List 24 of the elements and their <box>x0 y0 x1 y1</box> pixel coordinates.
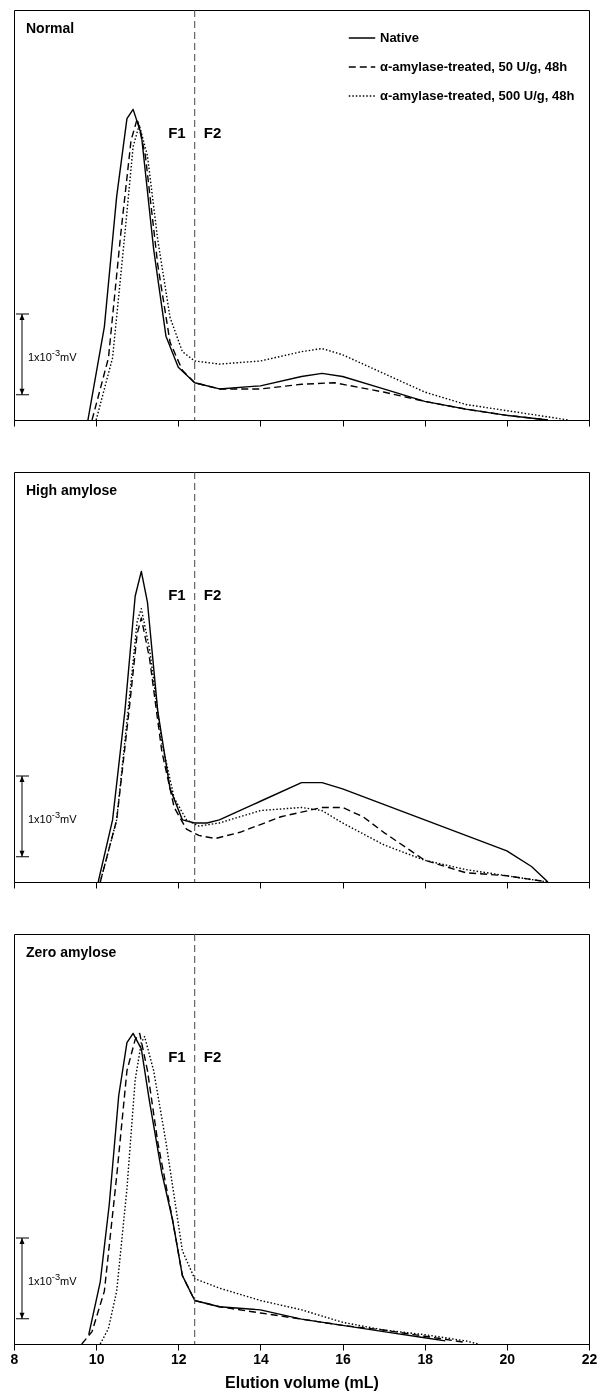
chart-title: High amylose <box>26 482 118 498</box>
annotation: F1 <box>168 1048 186 1065</box>
x-tick-label: 10 <box>88 1350 105 1367</box>
annotation: F1 <box>168 586 186 603</box>
legend-label: α-amylase-treated, 500 U/g, 48h <box>380 88 575 103</box>
chart-title: Normal <box>26 20 75 36</box>
annotation: 1x10$^{-3}$mV <box>28 1271 77 1287</box>
x-tick-label: 16 <box>335 1350 352 1367</box>
annotation: F1 <box>168 124 186 141</box>
x-tick-label: 12 <box>171 1350 187 1367</box>
legend-label: α-amylase-treated, 50 U/g, 48h <box>380 59 568 74</box>
annotation: F2 <box>203 586 222 603</box>
x-axis-title: Elution volume (mL) <box>225 1373 379 1391</box>
x-tick-label: 14 <box>253 1350 269 1367</box>
annotation: F2 <box>203 1048 222 1065</box>
annotation: 1x10$^{-3}$mV <box>28 809 77 825</box>
x-tick-label: 8 <box>10 1350 19 1367</box>
x-tick-label: 18 <box>417 1350 434 1367</box>
x-tick-label: 22 <box>581 1350 598 1367</box>
legend-label: Native <box>380 30 420 45</box>
x-tick-label: 20 <box>499 1350 516 1367</box>
annotation: F2 <box>203 124 222 141</box>
chart-title: Zero amylose <box>26 944 117 960</box>
annotation: 1x10$^{-3}$mV <box>28 347 77 363</box>
